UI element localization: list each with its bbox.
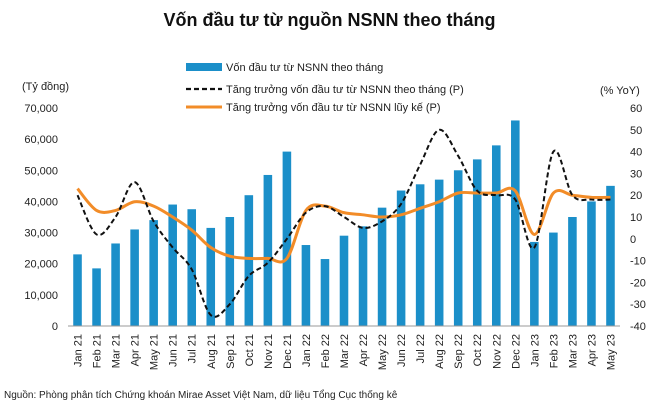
bar xyxy=(491,145,501,326)
x-tick-label: Mar 23 xyxy=(567,334,579,368)
x-tick-label: Mar 22 xyxy=(339,334,351,368)
bars-group xyxy=(73,120,615,326)
y-right-tick-label: 50 xyxy=(630,125,642,137)
lines-group xyxy=(76,128,611,318)
bar xyxy=(206,227,216,326)
y-right-tick-label: 0 xyxy=(630,234,636,246)
bar xyxy=(396,190,406,326)
y-right-tick-label: 30 xyxy=(630,168,642,180)
legend-bar-label: Vốn đầu tư từ NSNN theo tháng xyxy=(226,62,383,74)
x-tick-label: Jan 21 xyxy=(73,334,85,367)
y-right-tick-label: -30 xyxy=(630,299,646,311)
x-tick-label: Jul 22 xyxy=(415,334,427,363)
y-left-tick-label: 30,000 xyxy=(24,228,58,240)
bar xyxy=(530,241,539,326)
series-line-monthly-growth xyxy=(76,128,611,318)
y-right-tick-label: -10 xyxy=(630,256,646,268)
x-tick-label: Dec 22 xyxy=(510,334,522,369)
bar xyxy=(358,226,368,326)
bar xyxy=(415,184,425,326)
bar xyxy=(339,235,349,326)
bar xyxy=(111,243,120,326)
x-tick-label: Nov 22 xyxy=(491,334,503,369)
bar xyxy=(244,195,254,326)
bar xyxy=(549,232,558,326)
x-tick-label: Nov 21 xyxy=(263,334,275,369)
y-left-ticks: 0 10,000 20,000 30,000 40,000 50,000 60,000 70,… xyxy=(24,103,58,333)
y-left-tick-label: 60,000 xyxy=(24,134,58,146)
bar xyxy=(168,204,177,326)
x-tick-labels: Jan 21 Feb 21 Mar 21 Apr 21 May 21 Jun 21 Jul … xyxy=(73,334,618,370)
y-right-tick-label: 10 xyxy=(630,212,642,224)
x-tick-label: Oct 22 xyxy=(472,334,484,366)
bar xyxy=(511,120,520,326)
x-tick-label: May 21 xyxy=(149,334,161,370)
bar xyxy=(568,217,577,326)
chart-title: Vốn đầu tư từ nguồn NSNN theo tháng xyxy=(163,10,496,30)
x-tick-label: Mar 21 xyxy=(111,334,123,368)
bar xyxy=(149,220,158,326)
x-tick-label: Feb 22 xyxy=(320,334,332,368)
y-left-tick-label: 40,000 xyxy=(24,196,58,208)
x-tick-label: Apr 21 xyxy=(130,334,142,366)
bar xyxy=(263,174,273,326)
x-tick-label: Jan 23 xyxy=(529,334,541,367)
y-right-tick-label: -40 xyxy=(630,321,646,333)
x-tick-label: May 23 xyxy=(605,334,617,370)
x-tick-label: Dec 21 xyxy=(282,334,294,369)
bar xyxy=(434,179,444,326)
legend-orange-label: Tăng trưởng vốn đầu tư từ NSNN lũy kế (P… xyxy=(226,102,441,114)
bar xyxy=(377,207,387,326)
bar xyxy=(73,254,82,326)
x-tick-label: May 22 xyxy=(377,334,389,370)
bar xyxy=(587,201,596,326)
bar xyxy=(453,170,463,326)
y-left-tick-label: 70,000 xyxy=(24,103,58,115)
legend-bar-swatch xyxy=(186,63,222,71)
x-tick-label: Jun 22 xyxy=(396,334,408,367)
x-tick-label: Jun 21 xyxy=(168,334,180,367)
bar xyxy=(472,159,482,326)
x-tick-label: Jul 21 xyxy=(187,334,199,363)
y-right-tick-label: 60 xyxy=(630,103,642,115)
y-left-tick-label: 0 xyxy=(52,321,58,333)
x-tick-label: Feb 21 xyxy=(92,334,104,368)
bar xyxy=(606,185,615,326)
series-line-cumulative-growth xyxy=(76,186,611,264)
x-tick-label: Sep 21 xyxy=(225,334,237,369)
x-tick-label: Oct 21 xyxy=(244,334,256,366)
y-left-tick-label: 20,000 xyxy=(24,259,58,271)
y-left-axis-label: (Tỷ đồng) xyxy=(22,81,69,93)
y-right-tick-label: -20 xyxy=(630,277,646,289)
y-right-ticks: -40 -30 -20 -10 0 10 20 30 40 50 60 xyxy=(630,103,646,333)
x-tick-label: Jan 22 xyxy=(301,334,313,367)
y-left-tick-label: 50,000 xyxy=(24,165,58,177)
x-tick-label: Apr 22 xyxy=(358,334,370,366)
x-tick-label: Apr 23 xyxy=(586,334,598,366)
bar xyxy=(92,268,101,326)
x-tick-label: Feb 23 xyxy=(548,334,560,368)
source-note: Nguồn: Phòng phân tích Chứng khoán Mirae… xyxy=(4,390,398,401)
bar xyxy=(301,245,311,326)
y-right-tick-label: 20 xyxy=(630,190,642,202)
y-right-tick-label: 40 xyxy=(630,147,642,159)
legend: Vốn đầu tư từ NSNN theo tháng Tăng trưởn… xyxy=(186,62,464,114)
y-right-axis-label: (% YoY) xyxy=(600,85,640,97)
x-tick-label: Sep 22 xyxy=(453,334,465,369)
x-tick-label: Aug 22 xyxy=(434,334,446,369)
bar xyxy=(130,229,139,326)
bar xyxy=(320,259,330,326)
y-left-tick-label: 10,000 xyxy=(24,290,58,302)
bar xyxy=(225,217,235,326)
legend-dashed-label: Tăng trưởng vốn đầu tư từ NSNN theo thán… xyxy=(226,84,464,96)
x-tick-label: Aug 21 xyxy=(206,334,218,369)
